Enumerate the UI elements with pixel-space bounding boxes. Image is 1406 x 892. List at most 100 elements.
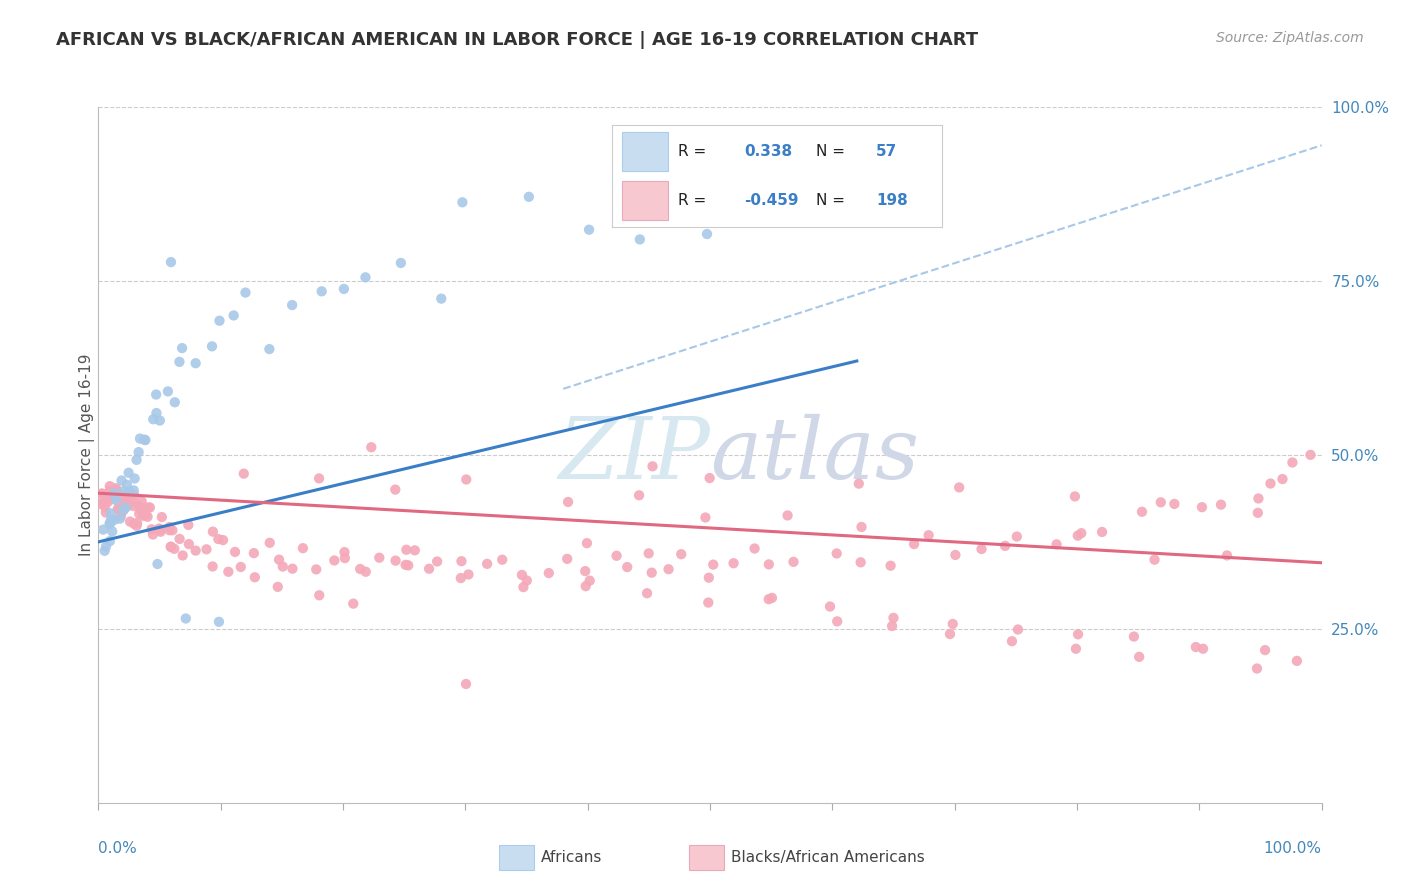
Point bbox=[1045, 537, 1067, 551]
Point bbox=[224, 545, 246, 559]
Point bbox=[149, 524, 172, 539]
Point bbox=[818, 599, 841, 614]
Point bbox=[454, 677, 477, 691]
Point bbox=[1130, 505, 1153, 519]
Point bbox=[122, 488, 145, 502]
Point bbox=[882, 611, 904, 625]
Point bbox=[769, 165, 792, 179]
Point bbox=[517, 190, 540, 204]
Text: N =: N = bbox=[817, 194, 845, 209]
Point bbox=[291, 541, 314, 556]
Point bbox=[117, 466, 139, 480]
Point bbox=[695, 510, 717, 524]
Text: Source: ZipAtlas.com: Source: ZipAtlas.com bbox=[1216, 31, 1364, 45]
Point bbox=[308, 588, 330, 602]
Point bbox=[1007, 623, 1029, 637]
Point bbox=[169, 532, 191, 546]
Point bbox=[426, 554, 449, 568]
Point bbox=[128, 507, 150, 521]
Point bbox=[574, 564, 596, 578]
Point bbox=[100, 513, 122, 527]
Point bbox=[1216, 549, 1239, 563]
Point bbox=[105, 481, 128, 495]
Point bbox=[396, 558, 419, 573]
Point bbox=[825, 546, 848, 560]
Point bbox=[170, 341, 193, 355]
Text: 100.0%: 100.0% bbox=[1264, 841, 1322, 856]
Point bbox=[395, 542, 418, 557]
Point bbox=[100, 486, 122, 500]
Point bbox=[616, 560, 638, 574]
Point bbox=[903, 537, 925, 551]
Point bbox=[394, 558, 416, 572]
Point bbox=[149, 413, 172, 427]
Point bbox=[702, 558, 724, 572]
Point bbox=[101, 490, 124, 504]
Point bbox=[1001, 634, 1024, 648]
Point bbox=[134, 433, 156, 447]
Point bbox=[758, 592, 780, 607]
Text: R =: R = bbox=[678, 194, 706, 209]
Point bbox=[360, 440, 382, 454]
Point bbox=[108, 495, 131, 509]
Point bbox=[1254, 643, 1277, 657]
Point bbox=[308, 471, 330, 485]
Point bbox=[162, 523, 184, 537]
Point bbox=[1299, 448, 1322, 462]
Point bbox=[1150, 495, 1173, 509]
Point bbox=[212, 533, 235, 547]
Point bbox=[131, 503, 153, 517]
Point bbox=[100, 507, 122, 521]
Point bbox=[825, 615, 848, 629]
Point bbox=[103, 513, 125, 527]
Text: 198: 198 bbox=[876, 194, 908, 209]
Point bbox=[267, 580, 290, 594]
Point bbox=[122, 516, 145, 531]
Point bbox=[90, 486, 112, 500]
Point bbox=[641, 566, 664, 580]
Point bbox=[177, 537, 200, 551]
Point bbox=[575, 579, 598, 593]
Point bbox=[134, 433, 156, 447]
Point bbox=[994, 539, 1017, 553]
Point bbox=[142, 412, 165, 426]
Point bbox=[696, 227, 718, 241]
Point bbox=[184, 356, 207, 370]
Point bbox=[1143, 552, 1166, 566]
Point bbox=[146, 557, 169, 571]
Point bbox=[510, 568, 533, 582]
Point bbox=[451, 195, 474, 210]
FancyBboxPatch shape bbox=[621, 181, 668, 220]
Point bbox=[108, 512, 131, 526]
Point bbox=[101, 491, 124, 506]
Point bbox=[163, 395, 186, 409]
Point bbox=[671, 547, 693, 561]
Point bbox=[243, 546, 266, 560]
Point bbox=[94, 500, 117, 514]
Point bbox=[333, 545, 356, 559]
Point bbox=[636, 586, 658, 600]
Point bbox=[404, 543, 426, 558]
Point bbox=[184, 543, 207, 558]
Point bbox=[195, 542, 218, 557]
Point bbox=[1067, 529, 1090, 543]
Point bbox=[578, 223, 600, 237]
Point bbox=[122, 499, 145, 513]
Point bbox=[98, 491, 121, 505]
Point bbox=[98, 483, 121, 498]
Point bbox=[114, 500, 136, 515]
Point bbox=[970, 542, 993, 557]
Text: AFRICAN VS BLACK/AFRICAN AMERICAN IN LABOR FORCE | AGE 16-19 CORRELATION CHART: AFRICAN VS BLACK/AFRICAN AMERICAN IN LAB… bbox=[56, 31, 979, 49]
Point bbox=[96, 489, 118, 503]
Point bbox=[259, 536, 281, 550]
Point bbox=[697, 596, 720, 610]
Point bbox=[389, 256, 412, 270]
Point bbox=[201, 339, 224, 353]
Point bbox=[115, 489, 138, 503]
Point bbox=[1247, 506, 1270, 520]
Point bbox=[1247, 491, 1270, 506]
Point bbox=[159, 523, 181, 537]
Point bbox=[1209, 498, 1232, 512]
Point bbox=[94, 540, 117, 554]
Point bbox=[207, 532, 229, 546]
